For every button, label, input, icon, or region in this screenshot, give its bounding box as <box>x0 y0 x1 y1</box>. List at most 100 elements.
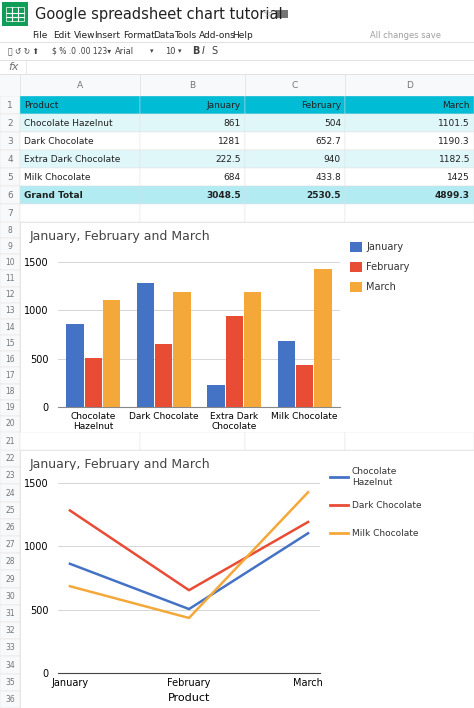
Bar <box>0 432 20 450</box>
Text: 1190.3: 1190.3 <box>438 137 470 146</box>
Bar <box>0 571 20 588</box>
Bar <box>345 114 474 132</box>
Bar <box>0 639 20 656</box>
Text: S: S <box>211 46 217 56</box>
Bar <box>20 432 140 450</box>
Text: ▾: ▾ <box>178 48 182 54</box>
Text: Chocolate Hazelnut: Chocolate Hazelnut <box>24 118 113 127</box>
Text: 9: 9 <box>8 241 12 251</box>
Text: 1182.5: 1182.5 <box>438 154 470 164</box>
Bar <box>0 204 20 222</box>
Bar <box>226 316 243 407</box>
Text: March: March <box>366 282 396 292</box>
Bar <box>0 114 20 132</box>
Bar <box>0 691 20 708</box>
Text: 10: 10 <box>5 258 15 267</box>
Text: 1281: 1281 <box>218 137 241 146</box>
Text: 504: 504 <box>324 118 341 127</box>
Text: Tools: Tools <box>173 30 196 40</box>
Bar <box>345 132 474 150</box>
Text: Help: Help <box>232 30 253 40</box>
Text: 18: 18 <box>5 387 15 396</box>
Bar <box>0 553 20 571</box>
Bar <box>345 432 474 450</box>
Text: January, February and March: January, February and March <box>30 230 210 243</box>
Text: Extra Dark Chocolate: Extra Dark Chocolate <box>24 154 120 164</box>
Text: 1: 1 <box>7 101 13 110</box>
Text: 11: 11 <box>5 274 15 283</box>
Bar <box>0 335 20 351</box>
Bar <box>0 270 20 287</box>
Text: A: A <box>77 81 83 89</box>
Text: 23: 23 <box>5 472 15 480</box>
Text: 433.8: 433.8 <box>315 173 341 181</box>
Bar <box>0 287 20 303</box>
Bar <box>245 114 345 132</box>
Bar <box>0 416 20 432</box>
Bar <box>350 262 362 272</box>
Bar <box>245 204 345 222</box>
Text: File: File <box>32 30 47 40</box>
Text: Edit: Edit <box>53 30 71 40</box>
Bar <box>350 242 362 252</box>
Text: 13: 13 <box>5 307 15 315</box>
Text: 16: 16 <box>5 355 15 364</box>
Bar <box>0 351 20 367</box>
Bar <box>0 132 20 150</box>
Bar <box>0 467 20 484</box>
Bar <box>20 150 140 168</box>
Text: C: C <box>292 81 298 89</box>
Bar <box>345 204 474 222</box>
Bar <box>0 536 20 553</box>
Bar <box>296 365 313 407</box>
Text: $ % .0 .00 123▾: $ % .0 .00 123▾ <box>52 47 111 55</box>
Text: Data: Data <box>153 30 174 40</box>
Bar <box>20 204 140 222</box>
Bar <box>0 400 20 416</box>
Text: 5: 5 <box>7 173 13 181</box>
Text: All changes save: All changes save <box>370 30 441 40</box>
Text: 27: 27 <box>5 540 15 549</box>
Bar <box>103 300 120 407</box>
Text: Dark Chocolate: Dark Chocolate <box>24 137 94 146</box>
Bar <box>0 588 20 605</box>
Bar <box>173 292 191 407</box>
Bar <box>245 132 345 150</box>
Bar <box>0 222 20 238</box>
Bar <box>345 186 474 204</box>
Bar <box>2 2 28 26</box>
Text: 26: 26 <box>5 523 15 532</box>
Bar <box>140 186 245 204</box>
Text: 28: 28 <box>5 557 15 566</box>
Bar <box>345 150 474 168</box>
Text: 20: 20 <box>5 419 15 428</box>
Text: I: I <box>202 46 205 56</box>
Text: Grand Total: Grand Total <box>24 190 83 200</box>
Text: 940: 940 <box>324 154 341 164</box>
Text: Dark Chocolate: Dark Chocolate <box>352 501 422 510</box>
Bar <box>20 132 140 150</box>
Text: February: February <box>366 262 410 272</box>
Text: 4: 4 <box>7 154 13 164</box>
Text: D: D <box>406 81 413 89</box>
Text: Milk Chocolate: Milk Chocolate <box>24 173 91 181</box>
Bar <box>0 319 20 335</box>
Bar <box>84 358 102 407</box>
Bar <box>137 283 154 407</box>
Text: Google spreadsheet chart tutorial: Google spreadsheet chart tutorial <box>35 6 283 21</box>
Bar <box>0 605 20 622</box>
Bar <box>0 622 20 639</box>
Bar <box>0 450 20 467</box>
Text: February: February <box>301 101 341 110</box>
Bar <box>0 384 20 400</box>
Text: 7: 7 <box>7 208 13 217</box>
Text: 33: 33 <box>5 644 15 652</box>
Bar <box>0 238 20 254</box>
Bar <box>0 0 474 28</box>
Bar <box>0 186 20 204</box>
Text: 652.7: 652.7 <box>315 137 341 146</box>
Text: 15: 15 <box>5 338 15 348</box>
Text: 31: 31 <box>5 609 15 618</box>
Bar <box>278 341 295 407</box>
Bar <box>20 114 140 132</box>
